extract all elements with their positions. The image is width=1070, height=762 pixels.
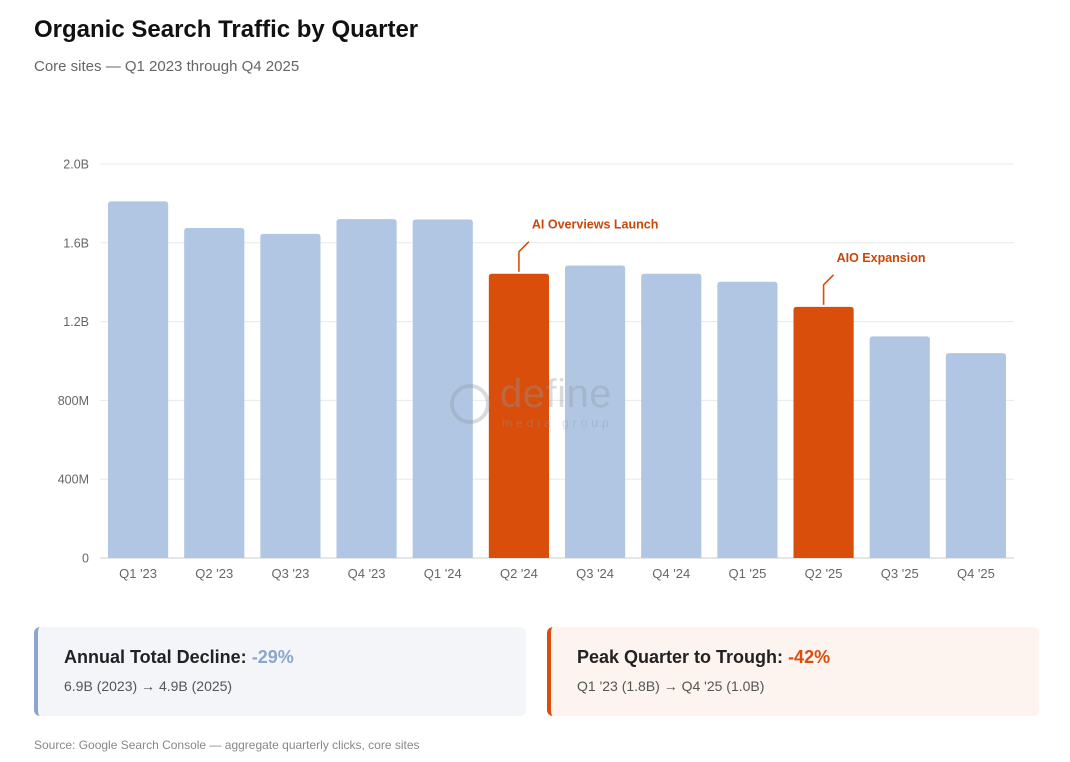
x-tick-label: Q1 '23	[119, 566, 157, 581]
bar	[260, 233, 321, 558]
peak-trough-label: Peak Quarter to Trough:	[577, 647, 784, 667]
x-tick-label: Q2 '23	[195, 566, 233, 581]
bar	[107, 201, 169, 558]
peak-trough-value: -42%	[788, 647, 831, 667]
annual-decline-label: Annual Total Decline:	[64, 647, 247, 667]
chart-subtitle: Core sites — Q1 2023 through Q4 2025	[34, 58, 300, 75]
bar-highlight	[793, 306, 854, 558]
y-tick-label: 1.6B	[63, 236, 89, 250]
y-tick-label: 800M	[58, 394, 89, 408]
source-note: Source: Google Search Console — aggregat…	[34, 738, 420, 752]
bar	[717, 281, 778, 558]
annual-decline-detail: 6.9B (2023) → 4.9B (2025)	[64, 678, 233, 694]
y-tick-label: 2.0B	[63, 158, 89, 172]
x-tick-label: Q3 '25	[881, 566, 919, 581]
x-tick-label: Q3 '24	[576, 566, 614, 581]
peak-trough-detail: Q1 '23 (1.8B) → Q4 '25 (1.0B)	[577, 678, 765, 694]
x-tick-label: Q4 '24	[652, 566, 690, 581]
annual-decline-card: Annual Total Decline: -29% 6.9B (2023) →…	[34, 627, 526, 716]
chart-title: Organic Search Traffic by Quarter	[34, 16, 419, 43]
x-tick-label: Q1 '25	[728, 566, 766, 581]
bar	[412, 219, 473, 558]
annual-decline-value: -29%	[251, 647, 294, 667]
bar	[869, 336, 930, 558]
peak-trough-card: Peak Quarter to Trough: -42% Q1 '23 (1.8…	[547, 627, 1039, 716]
x-tick-label: Q4 '25	[957, 566, 995, 581]
y-tick-label: 400M	[58, 473, 89, 487]
x-tick-label: Q1 '24	[424, 566, 462, 581]
bar	[945, 353, 1007, 558]
x-tick-label: Q2 '24	[500, 566, 538, 581]
x-tick-label: Q2 '25	[805, 566, 843, 581]
annual-decline-heading: Annual Total Decline: -29%	[64, 647, 502, 668]
x-tick-label: Q4 '23	[348, 566, 386, 581]
x-tick-label: Q3 '23	[271, 566, 309, 581]
bar	[184, 228, 245, 558]
annotation-label: AIO Expansion	[837, 251, 926, 265]
y-tick-label: 0	[82, 552, 89, 566]
annotation-leader	[518, 241, 530, 272]
annotation-leader	[822, 274, 835, 305]
annotation-label: AI Overviews Launch	[532, 218, 658, 232]
peak-trough-heading: Peak Quarter to Trough: -42%	[577, 647, 1015, 668]
y-tick-label: 1.2B	[63, 315, 89, 329]
bar-highlight	[488, 273, 550, 558]
bar-chart: 0 400M 800M 1.2B 1.6B 2.0B Q1 '23 Q2 '23 Q3 '23 Q…	[58, 158, 1014, 581]
bar	[336, 219, 397, 558]
bar	[564, 265, 626, 558]
bar	[641, 273, 702, 558]
